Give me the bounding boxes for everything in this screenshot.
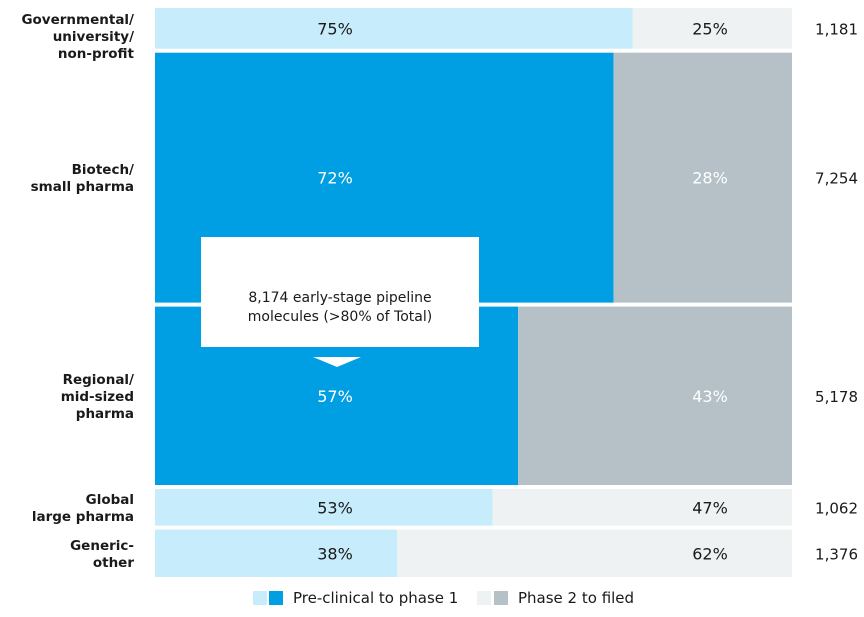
category-label: Generic- <box>70 538 134 554</box>
category-label: small pharma <box>31 179 134 195</box>
bar-segment-phase2 <box>492 489 792 526</box>
bar-segment-preclinical <box>155 529 398 577</box>
category-label: pharma <box>76 406 134 422</box>
callout-box <box>201 237 479 347</box>
category-label: Biotech/ <box>72 162 134 178</box>
data-label-phase2: 47% <box>692 498 728 517</box>
total-label: 1,376 <box>815 545 858 563</box>
data-label-phase2: 28% <box>692 169 728 188</box>
category-label: non-profit <box>58 46 135 62</box>
bar-segment-preclinical <box>155 8 633 49</box>
bar-segment-phase2 <box>397 529 792 577</box>
total-label: 5,178 <box>815 388 858 406</box>
bar-segment-phase2 <box>518 306 792 486</box>
total-label: 1,181 <box>815 20 858 38</box>
callout-arrow-down-icon <box>313 357 361 367</box>
category-label: other <box>93 555 134 571</box>
data-label-preclinical: 72% <box>317 169 353 188</box>
legend-swatch-preclinical-light <box>253 591 267 605</box>
data-label-phase2: 25% <box>692 19 728 38</box>
data-label-preclinical: 75% <box>317 19 353 38</box>
category-label: university/ <box>53 29 134 45</box>
bar-segment-phase2 <box>613 52 792 303</box>
total-label: 1,062 <box>815 499 858 517</box>
data-label-preclinical: 57% <box>317 387 353 406</box>
category-label: Governmental/ <box>21 12 134 28</box>
bar-segment-preclinical <box>155 489 493 526</box>
data-label-preclinical: 53% <box>317 498 353 517</box>
data-label-phase2: 62% <box>692 544 728 563</box>
category-label: Regional/ <box>63 372 134 388</box>
category-label: Global <box>86 492 134 508</box>
data-label-phase2: 43% <box>692 387 728 406</box>
callout-text: molecules (>80% of Total) <box>248 309 432 325</box>
category-label: large pharma <box>32 509 134 525</box>
legend-label: Phase 2 to filed <box>518 589 634 607</box>
legend-label: Pre-clinical to phase 1 <box>293 589 458 607</box>
legend-swatch-preclinical-dark <box>269 591 283 605</box>
legend-swatch-phase2-dark <box>494 591 508 605</box>
legend-swatch-phase2-light <box>477 591 491 605</box>
callout-text: 8,174 early-stage pipeline <box>248 290 431 306</box>
bar-segment-phase2 <box>632 8 792 49</box>
data-label-preclinical: 38% <box>317 544 353 563</box>
total-label: 7,254 <box>815 170 858 188</box>
category-label: mid-sized <box>61 389 134 405</box>
